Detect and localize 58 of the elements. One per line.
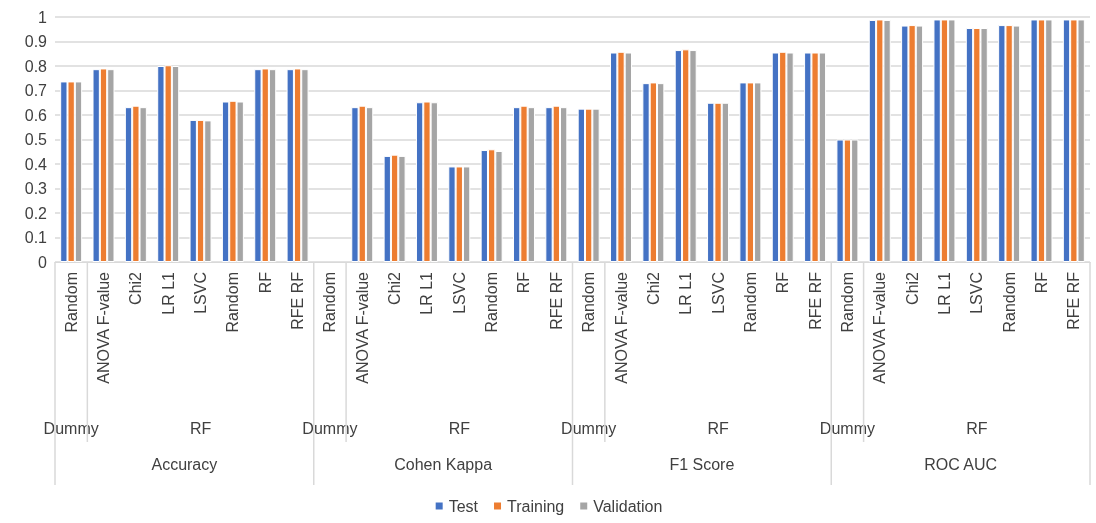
x-tick-label: Random xyxy=(62,272,80,333)
y-tick-label: 0.5 xyxy=(24,131,48,148)
x-tick-label: Random xyxy=(1000,272,1018,333)
x-tick-label: LR L1 xyxy=(418,271,436,315)
y-tick-label: 0.9 xyxy=(24,33,48,50)
text: Dummy xyxy=(302,419,358,437)
x-tick-label: LR L1 xyxy=(159,271,177,315)
text: Dummy xyxy=(561,419,617,437)
text: RF xyxy=(448,419,471,437)
text: Accuracy xyxy=(151,455,218,473)
x-tick-label: ANOVA F-value xyxy=(353,271,371,384)
y-tick-label: 0 xyxy=(38,253,48,271)
legend-label: Validation xyxy=(593,497,663,515)
x-tick-label: RF xyxy=(774,271,792,294)
y-tick-label: 0.3 xyxy=(24,180,48,197)
x-tick-label: ANOVA F-value xyxy=(95,271,113,384)
x-tick-label: Chi2 xyxy=(644,271,662,305)
x-tick-label: RF xyxy=(515,271,533,294)
x-tick-label: LR L1 xyxy=(935,271,953,315)
y-tick-label: 0.1 xyxy=(24,229,48,246)
x-tick-label: Chi2 xyxy=(127,271,145,305)
text: Dummy xyxy=(819,419,875,437)
x-tick-label: Random xyxy=(483,272,501,333)
x-tick-label: RF xyxy=(1032,271,1050,294)
x-tick-label: LR L1 xyxy=(677,271,695,315)
x-tick-label: Random xyxy=(741,272,759,333)
x-tick-label: LSVC xyxy=(968,272,986,314)
x-tick-label: RFE RF xyxy=(1065,271,1083,330)
x-tick-label: RFE RF xyxy=(289,271,307,330)
text: F1 Score xyxy=(669,455,735,473)
text: Dummy xyxy=(43,419,99,437)
x-tick-label: Random xyxy=(321,272,339,333)
legend-label: Test xyxy=(448,497,479,515)
y-tick-label: 0.2 xyxy=(24,204,48,222)
text: RF xyxy=(707,419,729,437)
x-tick-label: RFE RF xyxy=(806,271,824,330)
x-tick-label: Random xyxy=(224,272,242,333)
x-tick-label: Chi2 xyxy=(386,271,404,305)
text: RF xyxy=(189,419,212,437)
x-tick-label: Random xyxy=(580,272,598,333)
x-tick-label: LSVC xyxy=(709,272,727,314)
y-tick-label: 0.8 xyxy=(24,57,48,75)
x-tick-label: RFE RF xyxy=(547,271,565,330)
y-tick-label: 0.7 xyxy=(24,82,48,99)
text: Cohen Kappa xyxy=(394,455,493,473)
text: ROC AUC xyxy=(924,455,998,473)
x-tick-label: Random xyxy=(838,272,856,333)
y-tick-label: 1 xyxy=(38,8,48,26)
y-tick-label: 0.6 xyxy=(24,106,48,124)
text: RF xyxy=(966,419,988,437)
x-tick-label: RF xyxy=(256,271,274,294)
x-tick-label: LSVC xyxy=(192,272,210,314)
y-tick-label: 0.4 xyxy=(24,155,48,173)
x-tick-label: Chi2 xyxy=(903,271,921,305)
x-tick-label: LSVC xyxy=(450,272,468,314)
x-tick-label: ANOVA F-value xyxy=(612,271,630,384)
x-tick-label: ANOVA F-value xyxy=(871,271,889,384)
legend-label: Training xyxy=(507,497,565,515)
